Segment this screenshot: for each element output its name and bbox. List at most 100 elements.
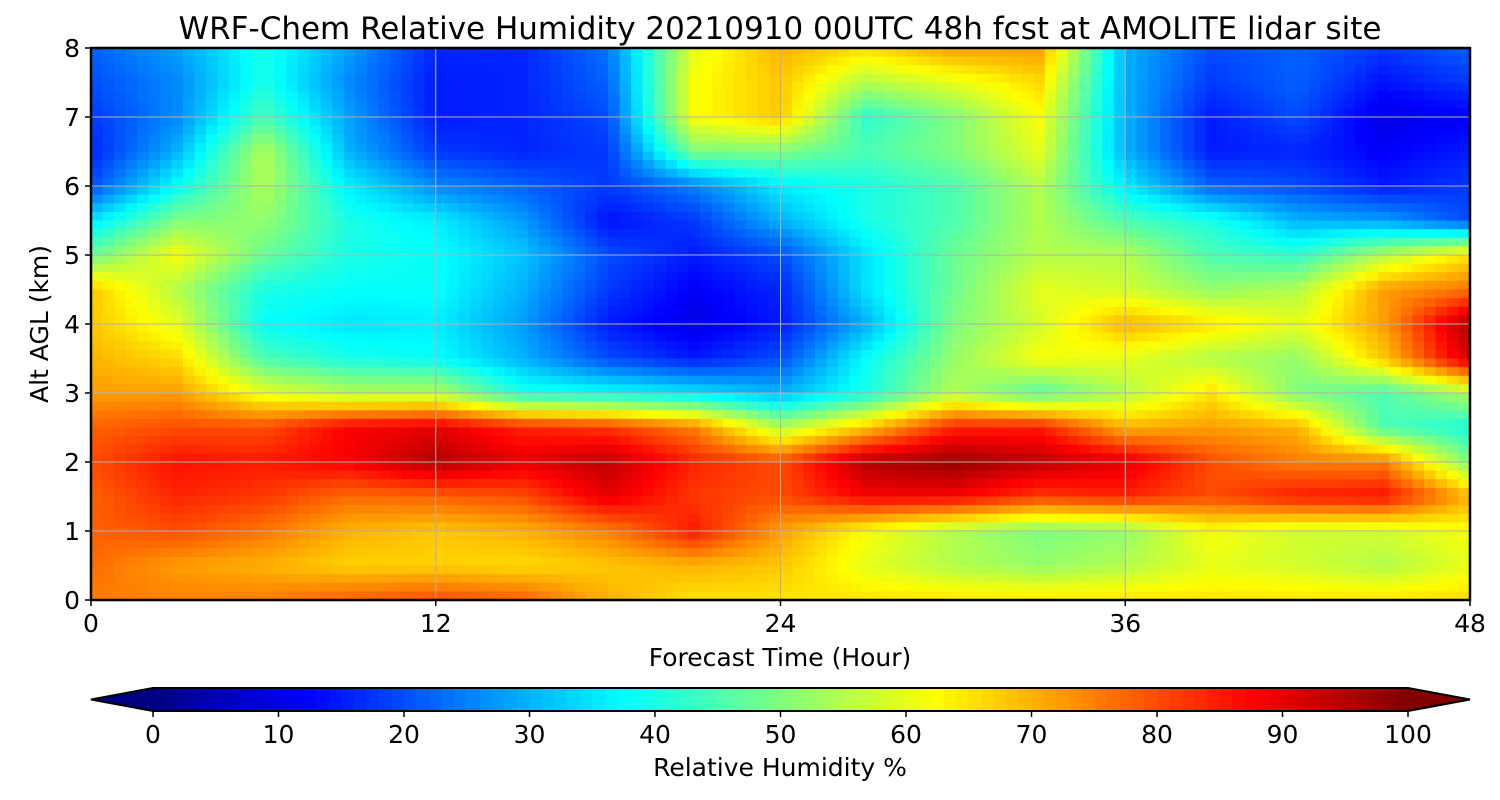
heatmap-cell [1148, 306, 1161, 316]
heatmap-cell [205, 306, 219, 316]
heatmap-cell [573, 315, 586, 325]
heatmap-cell [1182, 255, 1195, 265]
heatmap-cell [1424, 229, 1437, 239]
heatmap-cell [1113, 375, 1126, 385]
heatmap-cell [286, 108, 299, 118]
heatmap-cell [769, 393, 782, 403]
heatmap-cell [1320, 229, 1333, 239]
heatmap-cell [516, 306, 529, 316]
heatmap-cell [527, 237, 540, 247]
heatmap-cell [849, 134, 862, 144]
heatmap-cell [516, 142, 529, 153]
heatmap-cell [837, 229, 851, 239]
heatmap-cell [688, 332, 701, 342]
heatmap-cell [1090, 160, 1103, 170]
heatmap-cell [159, 229, 173, 239]
heatmap-cell [918, 220, 931, 230]
heatmap-cell [883, 306, 897, 316]
heatmap-cell [1424, 99, 1437, 109]
heatmap-cell [1332, 194, 1345, 204]
heatmap-cell [1102, 315, 1115, 325]
heatmap-cell [1171, 134, 1184, 144]
heatmap-cell [309, 48, 322, 58]
heatmap-cell [918, 186, 931, 196]
heatmap-cell [1378, 280, 1391, 291]
heatmap-cell [1205, 220, 1218, 230]
heatmap-cell [941, 298, 954, 308]
heatmap-cell [791, 203, 805, 213]
heatmap-cell [159, 211, 173, 222]
heatmap-cell [608, 91, 621, 101]
heatmap-cell [585, 341, 598, 351]
heatmap-cell [746, 358, 759, 368]
heatmap-cell [952, 367, 965, 377]
heatmap-cell [1079, 315, 1092, 325]
heatmap-cell [596, 65, 609, 75]
heatmap-cell [1090, 82, 1103, 92]
heatmap-cell [113, 332, 127, 342]
heatmap-cell [1067, 108, 1080, 118]
heatmap-cell [860, 306, 874, 316]
heatmap-cell [780, 306, 793, 316]
heatmap-cell [1228, 280, 1241, 291]
heatmap-cell [539, 108, 552, 118]
heatmap-cell [998, 315, 1011, 325]
heatmap-cell [1067, 99, 1080, 109]
heatmap-cell [1205, 186, 1218, 196]
heatmap-cell [562, 220, 575, 230]
heatmap-cell [631, 160, 644, 170]
heatmap-cell [1458, 125, 1470, 135]
heatmap-cell [665, 117, 678, 127]
heatmap-cell [872, 177, 885, 187]
heatmap-cell [217, 289, 230, 299]
heatmap-cell [734, 280, 747, 291]
heatmap-cell [1067, 160, 1080, 170]
heatmap-cell [182, 117, 196, 127]
heatmap-cell [102, 272, 115, 282]
heatmap-cell [516, 263, 529, 273]
heatmap-cell [355, 298, 368, 308]
heatmap-cell [332, 237, 345, 247]
heatmap-cell [780, 168, 793, 178]
heatmap-cell [1136, 99, 1149, 109]
heatmap-cell [987, 229, 1000, 239]
heatmap-cell [1297, 332, 1310, 342]
heatmap-cell [412, 315, 425, 325]
heatmap-cell [757, 315, 770, 325]
heatmap-cell [263, 65, 276, 75]
heatmap-cell [883, 280, 897, 291]
heatmap-cell [389, 48, 402, 58]
heatmap-cell [941, 134, 954, 144]
heatmap-cell [251, 280, 264, 291]
heatmap-cell [654, 306, 667, 316]
heatmap-cell [251, 367, 264, 377]
heatmap-cell [1079, 229, 1092, 239]
heatmap-cell [895, 315, 908, 325]
heatmap-cell [91, 168, 104, 178]
heatmap-cell [700, 117, 713, 127]
heatmap-cell [757, 168, 770, 178]
heatmap-cell [424, 211, 437, 222]
heatmap-cell [746, 194, 759, 204]
heatmap-cell [1067, 73, 1080, 84]
heatmap-cell [435, 255, 448, 265]
heatmap-cell [562, 125, 575, 135]
heatmap-cell [906, 341, 919, 351]
heatmap-cell [171, 367, 184, 377]
heatmap-cell [998, 108, 1011, 118]
heatmap-cell [1056, 367, 1069, 377]
heatmap-cell [389, 263, 402, 273]
heatmap-cell [814, 160, 828, 170]
heatmap-cell [700, 315, 713, 325]
heatmap-cell [136, 142, 150, 153]
heatmap-cell [952, 384, 965, 394]
heatmap-cell [814, 151, 828, 161]
heatmap-cell [148, 168, 161, 178]
heatmap-cell [1125, 65, 1138, 75]
heatmap-cell [757, 401, 770, 411]
heatmap-cell [1263, 65, 1276, 75]
heatmap-cell [182, 229, 196, 239]
heatmap-cell [734, 91, 747, 101]
heatmap-cell [1240, 289, 1253, 299]
heatmap-cell [136, 160, 150, 170]
